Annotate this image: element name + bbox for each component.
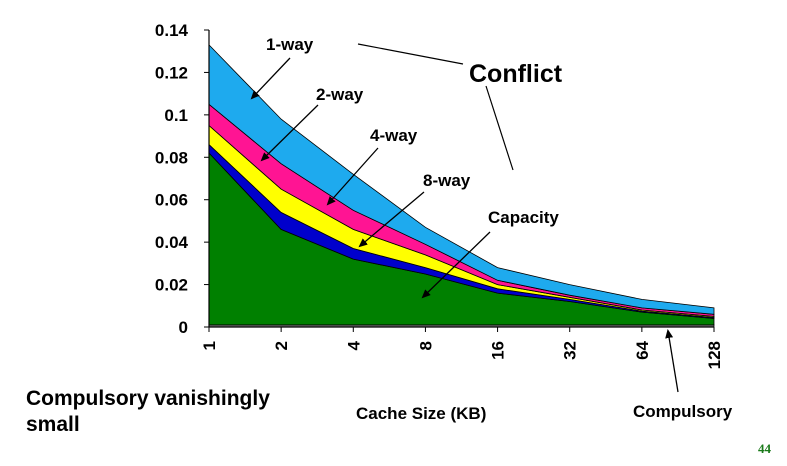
arrow-compulsory — [665, 329, 679, 393]
x-tick-label: 64 — [633, 340, 652, 359]
y-tick-label: 0.08 — [155, 148, 188, 167]
y-tick-label: 0.12 — [155, 63, 188, 82]
annotations-group: 1-way 2-way 4-way 8-way Conflict Capacit… — [250, 35, 733, 421]
y-tick-label: 0 — [179, 318, 188, 337]
label-conflict: Conflict — [469, 60, 563, 88]
arrow-capacity — [421, 231, 491, 299]
conflict-line-1 — [357, 43, 464, 65]
x-tick-label: 128 — [705, 341, 724, 369]
note-line-1: Compulsory vanishingly — [26, 387, 270, 410]
x-tick-label: 8 — [416, 341, 435, 350]
arrow-4-way — [326, 147, 379, 206]
x-tick-label: 1 — [200, 341, 219, 350]
x-axis-label: Cache Size (KB) — [356, 404, 487, 423]
x-tick-label: 32 — [561, 341, 580, 360]
label-1-way: 1-way — [266, 35, 314, 54]
label-4-way: 4-way — [370, 126, 418, 145]
note-line-2: small — [26, 413, 80, 436]
label-capacity: Capacity — [488, 208, 559, 227]
x-tick-label: 4 — [344, 340, 363, 350]
arrow-1-way — [250, 57, 291, 100]
x-tick-labels: 1 2 4 8 16 32 64 128 — [200, 327, 724, 369]
slide-number: 44 — [758, 441, 771, 456]
arrow-8-way — [358, 191, 425, 248]
label-compulsory: Compulsory — [633, 402, 733, 421]
conflict-line-2 — [485, 85, 514, 171]
y-tick-label: 0.1 — [164, 106, 188, 125]
compulsory-note: Compulsory vanishingly small — [26, 386, 326, 438]
x-tick-label: 2 — [272, 341, 291, 350]
y-tick-label: 0.02 — [155, 276, 188, 295]
y-tick-label: 0.06 — [155, 191, 188, 210]
axes-group — [208, 30, 714, 328]
y-tick-labels: 0 0.02 0.04 0.06 0.08 0.1 0.12 0.14 — [155, 21, 209, 337]
label-8-way: 8-way — [423, 171, 471, 190]
x-tick-label: 16 — [489, 341, 508, 360]
y-tick-label: 0.14 — [155, 21, 189, 40]
y-tick-label: 0.04 — [155, 233, 189, 252]
label-2-way: 2-way — [316, 85, 364, 104]
arrow-2-way — [260, 104, 319, 162]
